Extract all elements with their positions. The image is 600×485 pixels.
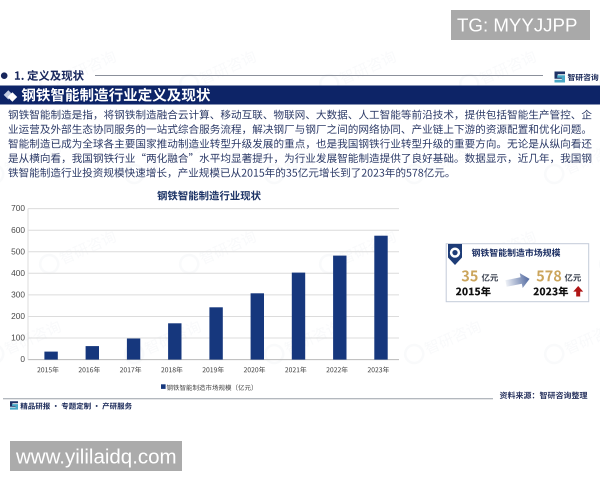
- svg-text:www.yililaidq.com: www.yililaidq.com: [15, 446, 177, 469]
- svg-text:600: 600: [11, 225, 25, 235]
- svg-text:300: 300: [11, 290, 25, 300]
- svg-text:0: 0: [20, 354, 25, 364]
- svg-text:200: 200: [11, 311, 25, 321]
- svg-text:700: 700: [11, 203, 25, 213]
- svg-text:TG: MYYJJPP: TG: MYYJJPP: [457, 15, 577, 36]
- svg-text:400: 400: [11, 268, 25, 278]
- svg-text:500: 500: [11, 246, 25, 256]
- svg-text:100: 100: [11, 333, 25, 343]
